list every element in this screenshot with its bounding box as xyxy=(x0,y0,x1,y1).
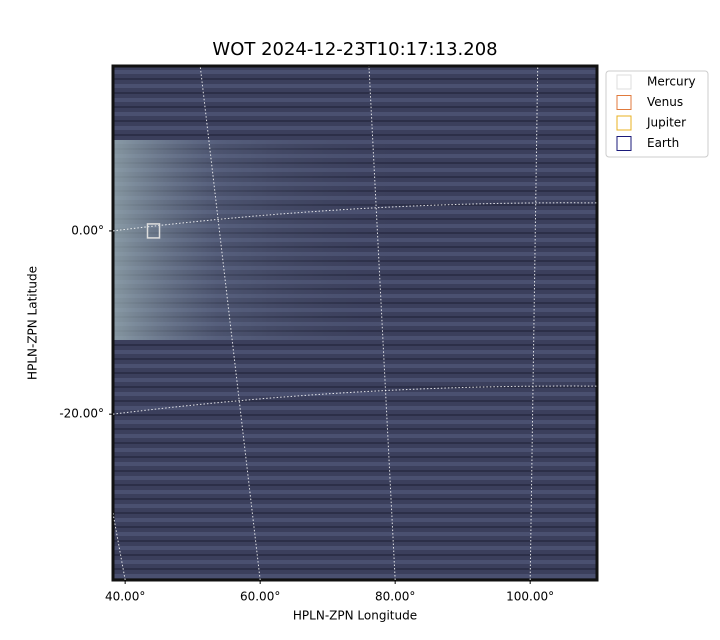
legend: Mercury Venus Jupiter Earth xyxy=(605,70,709,158)
legend-swatch xyxy=(616,115,632,131)
legend-label: Venus xyxy=(647,95,683,109)
grid-line xyxy=(113,202,597,232)
legend-swatch xyxy=(616,95,632,110)
grid-line xyxy=(199,66,261,580)
legend-label: Jupiter xyxy=(646,116,686,130)
x-tick-label: 40.00° xyxy=(105,590,145,604)
image xyxy=(111,64,599,582)
legend-swatch xyxy=(616,74,632,90)
legend-swatch xyxy=(616,136,632,151)
legend-label: Mercury xyxy=(647,75,696,89)
grid-line xyxy=(113,510,126,580)
plot-area xyxy=(113,66,597,580)
x-tick-label: 100.00° xyxy=(506,590,554,604)
x-tick-label: 60.00° xyxy=(240,590,280,604)
grid-line xyxy=(113,385,597,415)
x-axis-label: HPLN-ZPN Longitude xyxy=(293,609,417,623)
y-tick-label: 0.00° xyxy=(71,223,104,237)
x-tick-label: 80.00° xyxy=(375,590,415,604)
chart-title: WOT 2024-12-23T10:17:13.208 xyxy=(212,39,497,60)
grid-line xyxy=(529,66,539,580)
body-marker xyxy=(146,223,161,239)
legend-label: Earth xyxy=(647,136,679,150)
y-axis-label: HPLN-ZPN Latitude xyxy=(26,266,40,380)
y-tick-label: -20.00° xyxy=(59,407,104,421)
